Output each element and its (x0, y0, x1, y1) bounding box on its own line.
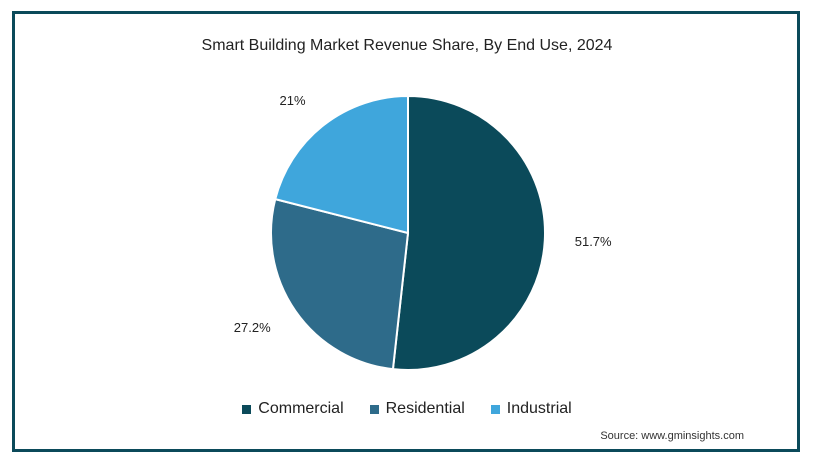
legend-swatch-residential (369, 404, 379, 414)
legend-item-residential: Residential (369, 400, 465, 418)
chart-title: Smart Building Market Revenue Share, By … (201, 37, 613, 54)
legend-swatch-industrial (490, 404, 500, 414)
legend-swatch-commercial (242, 404, 252, 414)
legend-item-industrial: Industrial (490, 400, 572, 418)
legend-label-residential: Residential (385, 400, 465, 417)
pie-slice-commercial (391, 94, 546, 371)
legend: Commercial Residential Industrial (0, 400, 814, 418)
legend-label-industrial: Industrial (506, 400, 572, 417)
slice-label-residential: 27.2% (234, 320, 271, 335)
pie-slice-residential (270, 197, 410, 371)
pie-slice-industrial (274, 94, 409, 235)
slice-label-industrial: 21% (280, 93, 306, 108)
source-note: Source: www.gminsights.com (600, 430, 744, 442)
legend-label-commercial: Commercial (258, 400, 344, 417)
slice-label-commercial: 51.7% (575, 234, 612, 249)
legend-item-commercial: Commercial (242, 400, 344, 418)
